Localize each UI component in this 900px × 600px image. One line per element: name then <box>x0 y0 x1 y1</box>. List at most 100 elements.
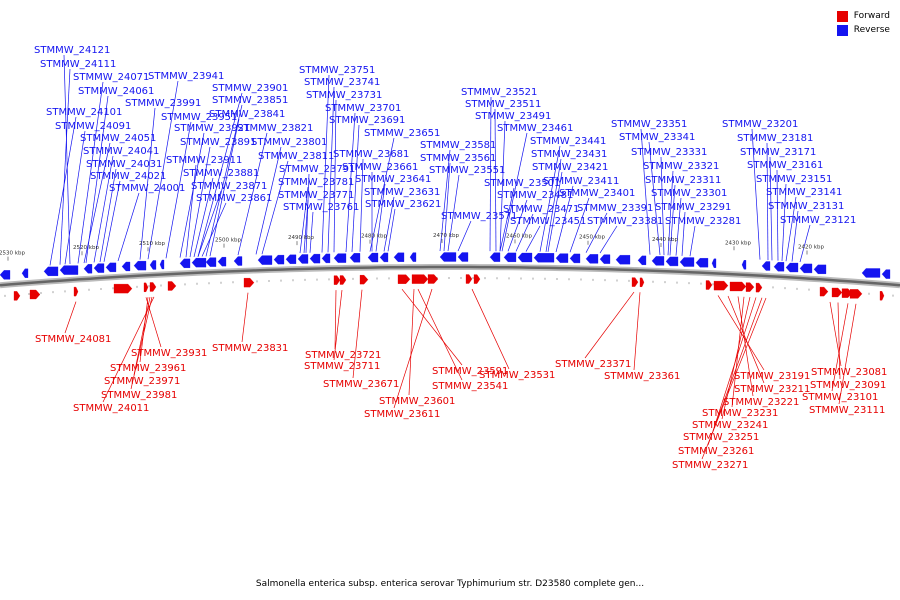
forward-gene-label: STMMW_23671 <box>323 379 399 390</box>
reverse-gene <box>273 254 285 265</box>
gene-arrows <box>0 252 891 301</box>
reverse-gene <box>517 252 533 263</box>
leader-line <box>408 289 415 396</box>
leader-line <box>237 132 268 256</box>
leader-line <box>197 92 243 257</box>
leader-line <box>333 99 337 253</box>
leader-line <box>515 213 534 252</box>
reverse-gene-label: STMMW_23311 <box>645 175 721 186</box>
leader-line <box>660 156 665 256</box>
leader-line <box>712 297 757 432</box>
reverse-gene-label: STMMW_23521 <box>461 87 537 98</box>
reverse-gene-label: STMMW_23491 <box>475 111 551 122</box>
leader-line <box>731 296 745 408</box>
forward-gene <box>113 283 133 294</box>
forward-gene <box>639 277 645 287</box>
legend-reverse: Reverse <box>836 23 890 37</box>
genome-backbone <box>0 264 900 289</box>
reverse-gene-label: STMMW_23171 <box>740 147 816 158</box>
leader-line <box>681 211 686 256</box>
reverse-gene <box>489 252 501 262</box>
reverse-gene <box>59 265 79 275</box>
tick-label: 2490 kbp <box>288 235 314 241</box>
legend: Forward Reverse <box>836 9 890 37</box>
reverse-gene <box>555 253 569 263</box>
leader-line <box>766 142 769 261</box>
leader-line <box>359 158 364 252</box>
reverse-gene-label: STMMW_23281 <box>665 216 741 227</box>
leader-line <box>831 303 849 392</box>
reverse-gene <box>695 258 709 268</box>
leader-line <box>305 173 310 253</box>
leader-line <box>345 112 356 252</box>
leader-line <box>837 302 841 380</box>
reverse-gene <box>409 252 417 262</box>
reverse-gene-label: STMMW_23841 <box>209 109 285 120</box>
reverse-gene-label: STMMW_24101 <box>46 107 122 118</box>
leader-line <box>669 184 676 256</box>
reverse-gene-label: STMMW_23421 <box>532 162 608 173</box>
forward-gene-label: STMMW_23831 <box>212 343 288 354</box>
reverse-gene-label: STMMW_23771 <box>278 190 354 201</box>
forward-gene-label: STMMW_23611 <box>364 409 440 420</box>
leader-line <box>599 225 618 254</box>
forward-gene <box>143 282 149 292</box>
leader-line <box>352 289 363 379</box>
reverse-gene <box>333 253 347 263</box>
reverse-gene <box>309 253 321 264</box>
forward-gene-label: STMMW_23601 <box>379 396 455 407</box>
leader-line <box>555 185 574 253</box>
reverse-gene <box>861 268 881 278</box>
forward-gene <box>29 289 41 300</box>
leader-line <box>189 146 211 258</box>
reverse-gene-label: STMMW_23661 <box>342 162 418 173</box>
leader-line <box>447 174 460 252</box>
reverse-gene <box>615 255 631 265</box>
reverse-gene-label: STMMW_23901 <box>212 83 288 94</box>
reverse-gene-label: STMMW_23511 <box>465 99 541 110</box>
reverse-gene-label: STMMW_23461 <box>497 123 573 134</box>
reverse-gene-label: STMMW_23811 <box>258 151 334 162</box>
leader-line <box>209 118 240 257</box>
leader-line <box>83 142 111 264</box>
forward-gene <box>631 277 639 287</box>
reverse-gene-label: STMMW_23141 <box>766 187 842 198</box>
reverse-gene <box>585 254 599 264</box>
reverse-gene-label: STMMW_23151 <box>756 174 832 185</box>
leader-line <box>717 295 765 371</box>
leader-line <box>59 68 71 265</box>
reverse-gene-label: STMMW_23551 <box>429 165 505 176</box>
leader-line <box>791 210 799 262</box>
forward-gene-label: STMMW_24081 <box>35 334 111 345</box>
leader-line <box>241 292 249 343</box>
leader-line <box>103 180 121 262</box>
leader-line <box>99 168 117 263</box>
reverse-gene-label: STMMW_24051 <box>80 133 156 144</box>
reverse-gene <box>179 258 191 268</box>
reverse-gene-label: STMMW_23331 <box>631 147 707 158</box>
forward-gene <box>397 274 411 284</box>
forward-gene-label: STMMW_23961 <box>110 363 186 374</box>
leader-line <box>64 130 86 265</box>
reverse-gene-label: STMMW_23571 <box>441 211 517 222</box>
reverse-gene-label: STMMW_23871 <box>191 181 267 192</box>
leader-line <box>471 288 510 370</box>
leader-line <box>185 164 197 258</box>
leader-line <box>327 86 335 253</box>
forward-gene <box>831 287 843 298</box>
tick-label: 2510 kbp <box>139 241 165 247</box>
reverse-gene-label: STMMW_23481 <box>497 190 573 201</box>
leader-line <box>443 162 451 252</box>
forward-gene <box>745 282 755 292</box>
legend-forward: Forward <box>836 9 890 23</box>
leader-line <box>769 156 773 261</box>
forward-gene <box>473 274 481 284</box>
reverse-gene <box>159 259 165 270</box>
reverse-gene-label: STMMW_23921 <box>174 123 250 134</box>
reverse-gene-label: STMMW_24061 <box>78 86 154 97</box>
leader-line <box>525 225 541 252</box>
reverse-gene <box>0 270 11 280</box>
reverse-gene <box>799 263 813 274</box>
reverse-gene-label: STMMW_24031 <box>86 159 162 170</box>
leader-line <box>369 137 395 252</box>
